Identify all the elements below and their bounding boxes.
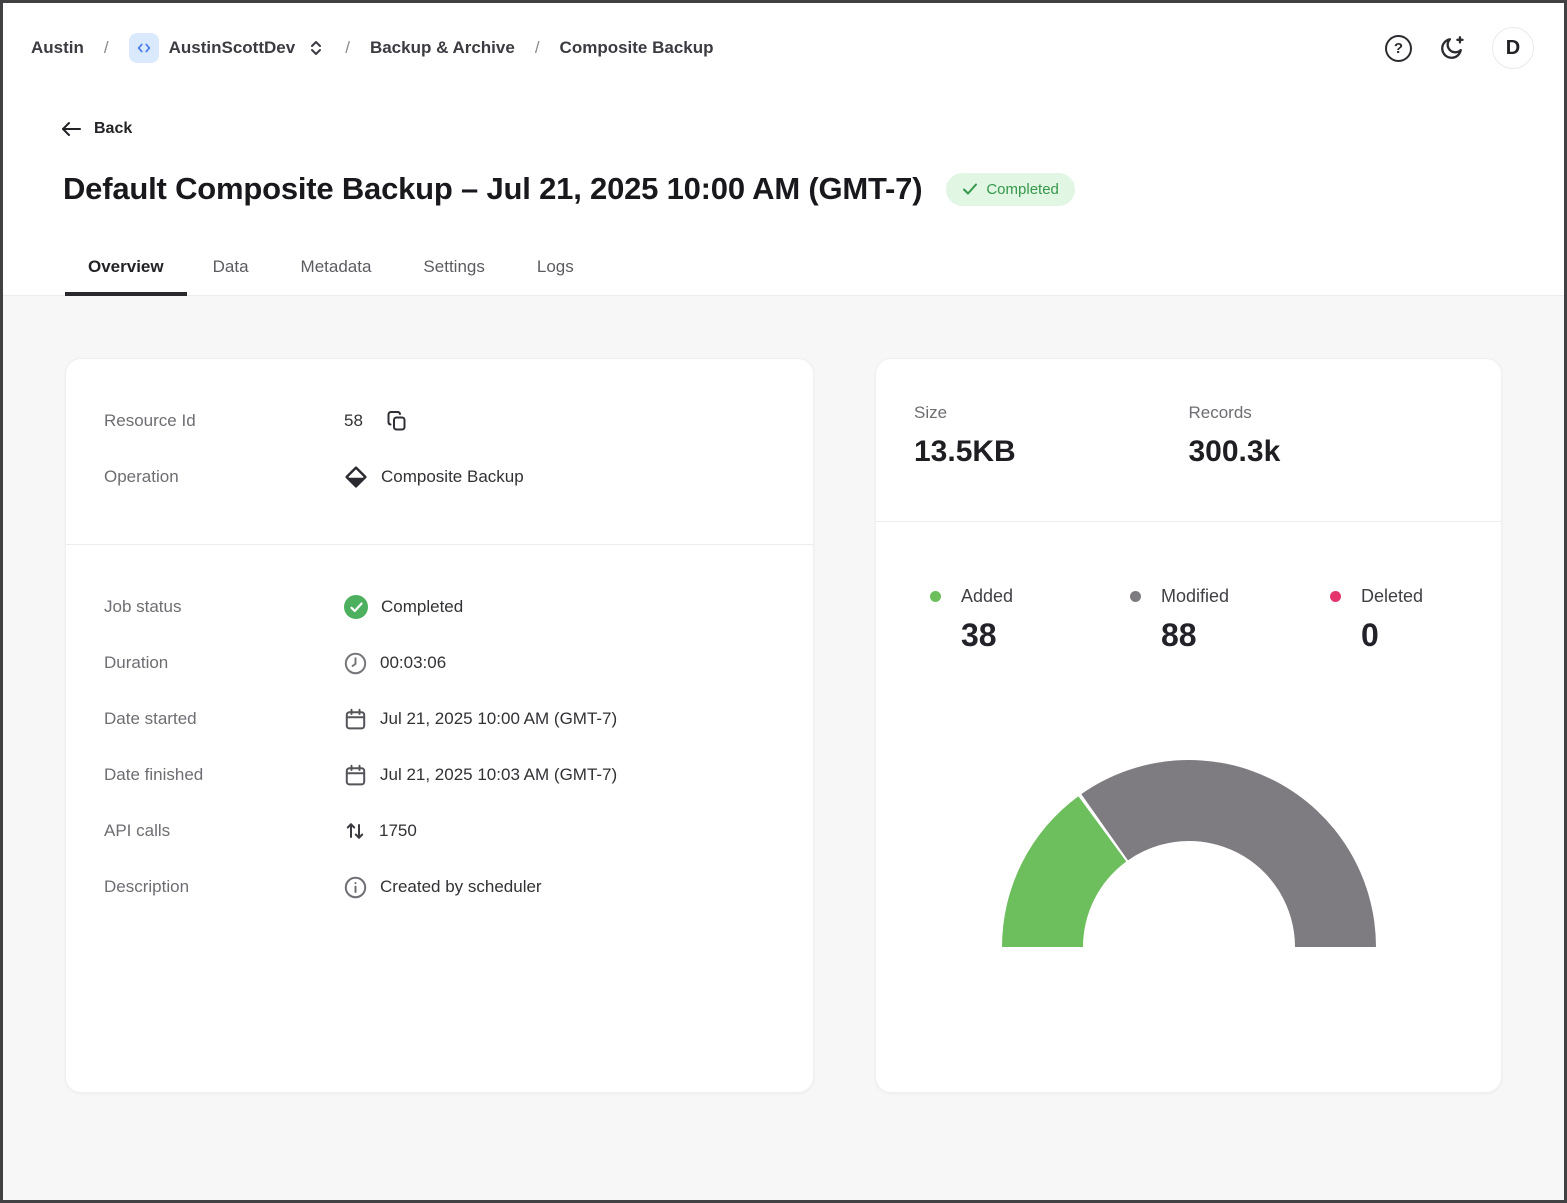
records-value: 300.3k bbox=[1188, 435, 1281, 468]
calendar-icon bbox=[345, 708, 366, 729]
duration-value: 00:03:06 bbox=[380, 653, 447, 672]
legend-item-modified: Modified 88 bbox=[1130, 586, 1330, 654]
breadcrumb: Austin / AustinScottDev / Backup & Archi… bbox=[31, 33, 714, 63]
card-divider bbox=[66, 544, 813, 545]
date-started-value: Jul 21, 2025 10:00 AM (GMT-7) bbox=[380, 709, 618, 728]
header-zone: Austin / AustinScottDev / Backup & Archi… bbox=[3, 3, 1564, 296]
modified-label: Modified bbox=[1161, 586, 1230, 606]
back-button[interactable]: Back bbox=[60, 119, 132, 139]
status-badge: Completed bbox=[946, 172, 1075, 206]
duration-row: Duration 00:03:06 bbox=[104, 651, 775, 675]
deleted-dot-icon bbox=[1330, 591, 1341, 602]
dark-mode-toggle[interactable] bbox=[1438, 34, 1466, 62]
details-card: Resource Id 58 Operation Composite Backu… bbox=[65, 358, 814, 1093]
resource-section: Resource Id 58 Operation Composite Backu… bbox=[66, 359, 813, 544]
breadcrumb-item-backup-archive[interactable]: Backup & Archive bbox=[369, 38, 515, 57]
job-status-row: Job status Completed bbox=[104, 595, 775, 619]
arrows-up-down-icon bbox=[346, 823, 364, 839]
card-divider bbox=[876, 521, 1501, 522]
date-finished-label: Date finished bbox=[104, 765, 204, 784]
page-title: Default Composite Backup – Jul 21, 2025 … bbox=[63, 171, 923, 206]
tab-bar: Overview Data Metadata Settings Logs bbox=[65, 245, 1564, 296]
records-label: Records bbox=[1188, 403, 1252, 422]
resource-id-value: 58 bbox=[344, 411, 363, 430]
breadcrumb-item-composite-backup[interactable]: Composite Backup bbox=[559, 38, 714, 57]
status-badge-label: Completed bbox=[986, 180, 1059, 198]
modified-dot-icon bbox=[1130, 591, 1141, 602]
info-circle-icon bbox=[344, 876, 367, 898]
breadcrumb-item-austin[interactable]: Austin bbox=[31, 38, 84, 57]
title-row: Default Composite Backup – Jul 21, 2025 … bbox=[63, 171, 1564, 207]
added-count: 38 bbox=[961, 617, 997, 653]
half-donut-chart bbox=[1001, 758, 1377, 953]
breadcrumb-org-selector[interactable]: AustinScottDev bbox=[128, 33, 326, 63]
tab-logs[interactable]: Logs bbox=[536, 257, 574, 276]
resource-id-row: Resource Id 58 bbox=[104, 409, 775, 433]
back-label: Back bbox=[94, 120, 133, 137]
top-bar: Austin / AustinScottDev / Backup & Archi… bbox=[3, 3, 1564, 69]
date-finished-row: Date finished Jul 21, 2025 10:03 AM (GMT… bbox=[104, 763, 775, 787]
added-label: Added bbox=[961, 586, 1014, 606]
breadcrumb-separator: / bbox=[345, 38, 350, 57]
top-actions: ? D bbox=[1385, 27, 1534, 69]
avatar[interactable]: D bbox=[1492, 27, 1534, 69]
tab-settings[interactable]: Settings bbox=[423, 257, 485, 276]
api-calls-label: API calls bbox=[104, 821, 171, 840]
job-status-label: Job status bbox=[104, 597, 182, 616]
date-finished-value: Jul 21, 2025 10:03 AM (GMT-7) bbox=[380, 765, 618, 784]
stats-section: Size 13.5KB Records 300.3k bbox=[876, 359, 1501, 521]
added-dot-icon bbox=[930, 591, 941, 602]
breadcrumb-separator: / bbox=[103, 38, 109, 57]
chevron-up-down-icon bbox=[307, 38, 325, 58]
job-section: Job status Completed Duration 00:03:06 D… bbox=[66, 545, 813, 899]
copy-icon bbox=[387, 411, 406, 431]
composite-diamond-icon bbox=[345, 466, 367, 488]
clock-icon bbox=[344, 652, 367, 674]
size-value: 13.5KB bbox=[914, 435, 1016, 468]
tab-overview[interactable]: Overview bbox=[65, 245, 187, 296]
operation-row: Operation Composite Backup bbox=[104, 465, 775, 489]
modified-count: 88 bbox=[1161, 617, 1197, 653]
code-brackets-icon bbox=[128, 33, 159, 63]
chart-legend: Added 38 Modified 88 Deleted 0 bbox=[876, 522, 1501, 654]
help-icon: ? bbox=[1385, 34, 1412, 62]
help-button[interactable]: ? bbox=[1385, 34, 1412, 62]
operation-value: Composite Backup bbox=[381, 467, 524, 486]
duration-label: Duration bbox=[104, 653, 169, 672]
arrow-left-icon bbox=[62, 122, 81, 136]
moon-plus-icon bbox=[1441, 36, 1464, 59]
deleted-label: Deleted bbox=[1361, 586, 1424, 606]
legend-item-deleted: Deleted 0 bbox=[1330, 586, 1423, 654]
content-area: Resource Id 58 Operation Composite Backu… bbox=[3, 296, 1564, 1093]
check-circle-icon bbox=[344, 595, 368, 619]
copy-button[interactable] bbox=[386, 410, 408, 432]
deleted-count: 0 bbox=[1361, 617, 1379, 653]
description-row: Description Created by scheduler bbox=[104, 875, 775, 899]
stats-card: Size 13.5KB Records 300.3k Added 38 Modi bbox=[875, 358, 1502, 1093]
api-calls-value: 1750 bbox=[379, 821, 417, 840]
resource-id-label: Resource Id bbox=[104, 411, 196, 430]
size-stat: Size 13.5KB bbox=[914, 403, 1189, 469]
breadcrumb-separator: / bbox=[534, 38, 540, 57]
check-icon bbox=[963, 183, 978, 195]
operation-label: Operation bbox=[104, 467, 179, 486]
legend-item-added: Added 38 bbox=[930, 586, 1130, 654]
tab-metadata[interactable]: Metadata bbox=[300, 257, 372, 276]
size-label: Size bbox=[914, 403, 948, 422]
breadcrumb-item-org: AustinScottDev bbox=[168, 38, 296, 57]
api-calls-row: API calls 1750 bbox=[104, 819, 775, 843]
tab-data[interactable]: Data bbox=[212, 257, 249, 276]
records-stat: Records 300.3k bbox=[1189, 403, 1464, 469]
description-value: Created by scheduler bbox=[380, 877, 542, 896]
description-label: Description bbox=[104, 877, 190, 896]
job-status-value: Completed bbox=[381, 597, 464, 616]
calendar-icon bbox=[345, 764, 366, 785]
date-started-label: Date started bbox=[104, 709, 197, 728]
date-started-row: Date started Jul 21, 2025 10:00 AM (GMT-… bbox=[104, 707, 775, 731]
